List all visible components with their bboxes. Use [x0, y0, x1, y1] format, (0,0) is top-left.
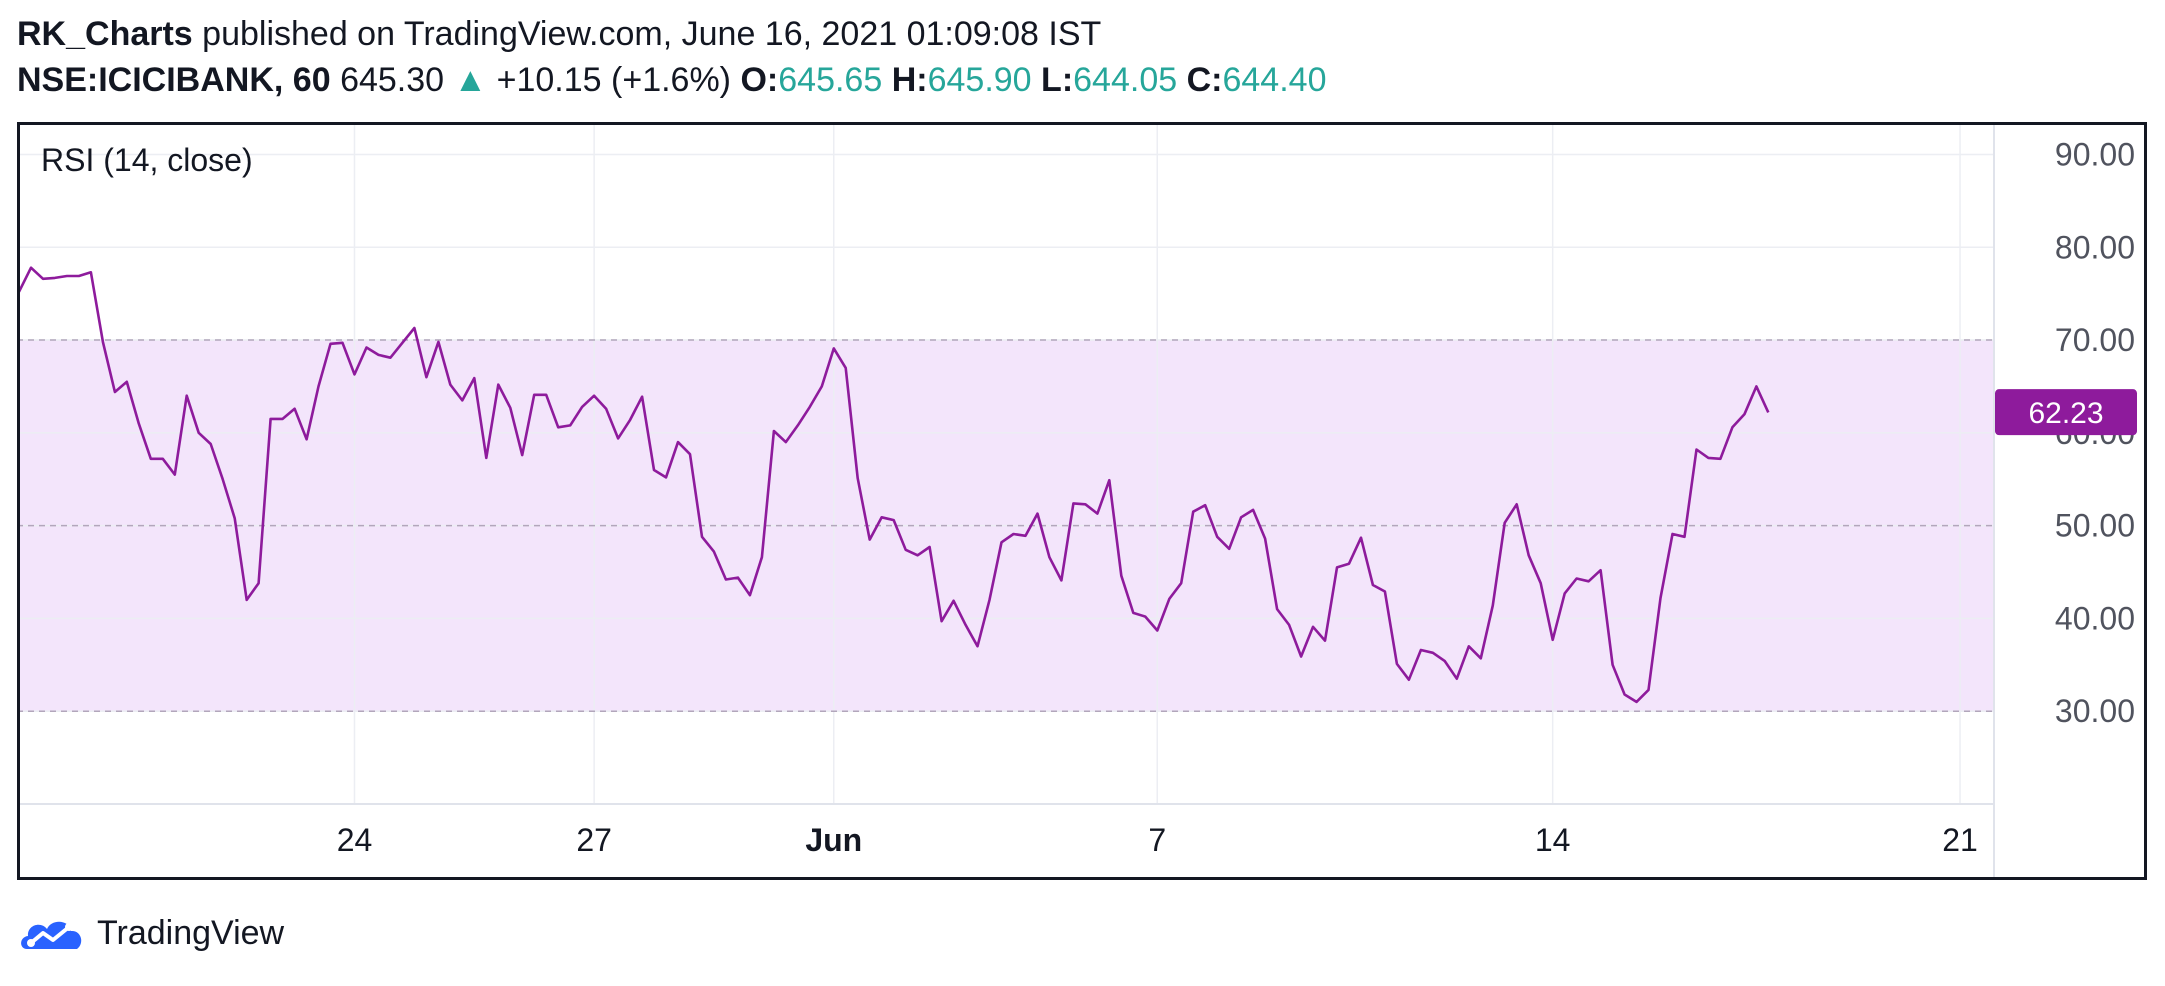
price-change: +10.15 (+1.6%) — [496, 61, 732, 99]
cloud-logo-icon — [21, 921, 82, 949]
symbol-label[interactable]: NSE:ICICIBANK, 60 — [17, 61, 331, 99]
x-tick-label: 14 — [1535, 822, 1571, 858]
x-tick-label: 21 — [1942, 822, 1978, 858]
publish-info: RK_Charts published on TradingView.com, … — [17, 14, 1101, 54]
x-tick-label: Jun — [805, 822, 862, 858]
y-tick-label: 80.00 — [2055, 229, 2135, 265]
grid-lines — [17, 122, 1994, 804]
y-tick-label: 90.00 — [2055, 136, 2135, 172]
symbol-info: NSE:ICICIBANK, 60 645.30 ▲ +10.15 (+1.6%… — [17, 60, 1326, 100]
time-axis[interactable]: 24 27 Jun 7 14 21 — [337, 822, 1978, 858]
x-tick-label: 24 — [337, 822, 373, 858]
high-label: H: — [891, 61, 928, 99]
x-tick-label: 7 — [1148, 822, 1166, 858]
y-tick-label: 50.00 — [2055, 508, 2135, 544]
close-label: C: — [1186, 61, 1223, 99]
x-tick-label: 27 — [576, 822, 612, 858]
rsi-line — [17, 266, 1770, 704]
published-text: published on TradingView.com, June 16, 2… — [202, 15, 1102, 53]
up-arrow-icon: ▲ — [453, 61, 488, 99]
y-tick-label: 40.00 — [2055, 600, 2135, 636]
tradingview-logo[interactable]: TradingView — [17, 908, 284, 958]
last-price: 645.30 — [340, 61, 445, 99]
low-value: 644.05 — [1073, 61, 1178, 99]
open-label: O: — [740, 61, 779, 99]
last-value-badge: 62.23 — [1995, 389, 2137, 436]
last-value-label: 62.23 — [2028, 397, 2103, 430]
tradingview-brand: TradingView — [97, 913, 285, 952]
y-tick-label: 70.00 — [2055, 322, 2135, 358]
high-value: 645.90 — [927, 61, 1032, 99]
chart-frame — [17, 122, 2147, 880]
close-value: 644.40 — [1222, 61, 1327, 99]
open-value: 645.65 — [778, 61, 883, 99]
y-tick-label: 30.00 — [2055, 693, 2135, 729]
author-name[interactable]: RK_Charts — [17, 15, 193, 53]
low-label: L: — [1041, 61, 1074, 99]
indicator-label[interactable]: RSI (14, close) — [41, 142, 253, 178]
